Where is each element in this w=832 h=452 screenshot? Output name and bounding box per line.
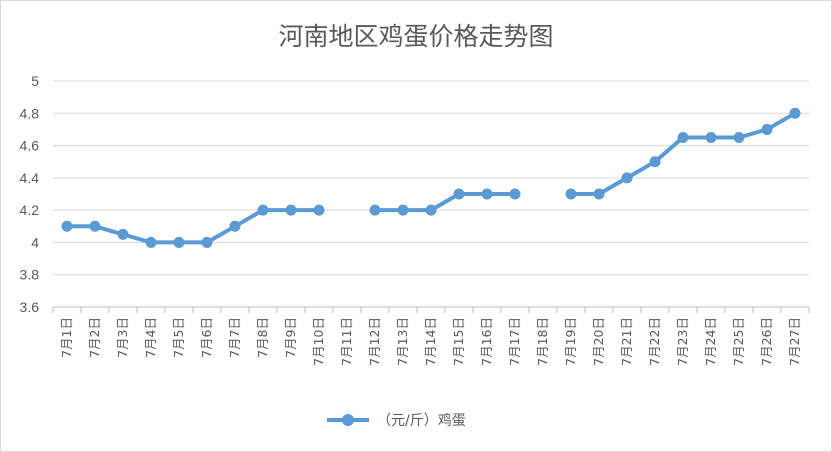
- data-point: [621, 172, 633, 184]
- x-tick-label: 7月6日: [199, 317, 214, 358]
- x-tick-label: 7月12日: [367, 317, 382, 366]
- data-point: [733, 132, 745, 143]
- data-point: [145, 236, 157, 248]
- x-tick-label: 7月14日: [423, 317, 438, 366]
- x-tick-label: 7月7日: [227, 317, 242, 358]
- data-point: [285, 204, 297, 216]
- x-tick-label: 7月13日: [395, 317, 410, 366]
- x-tick-label: 7月18日: [535, 317, 550, 366]
- y-tick-label: 4.2: [20, 202, 40, 218]
- x-tick-label: 7月16日: [479, 317, 494, 366]
- grid-lines: [53, 80, 809, 276]
- x-tick-label: 7月25日: [731, 317, 746, 366]
- data-point: [397, 204, 409, 216]
- x-tick-label: 7月4日: [143, 317, 158, 358]
- data-point: [565, 188, 577, 200]
- data-point: [173, 236, 185, 248]
- x-tick-label: 7月27日: [787, 317, 802, 366]
- data-point: [117, 228, 129, 240]
- legend-label: （元/斤）鸡蛋: [377, 412, 466, 429]
- y-tick-label: 4.6: [20, 138, 40, 154]
- data-point: [593, 188, 605, 200]
- data-point: [649, 156, 661, 168]
- data-point: [257, 204, 269, 216]
- data-point: [201, 236, 213, 248]
- x-tick-label: 7月26日: [759, 317, 774, 366]
- x-axis: [52, 306, 810, 313]
- legend: （元/斤）鸡蛋: [327, 412, 466, 429]
- data-point: [705, 132, 717, 143]
- chart-title: 河南地区鸡蛋价格走势图: [278, 22, 553, 51]
- legend-marker: [342, 414, 354, 426]
- x-tick-label: 7月24日: [703, 317, 718, 366]
- x-tick-label: 7月3日: [115, 317, 130, 358]
- data-point: [229, 220, 241, 232]
- data-point: [89, 220, 101, 232]
- data-point: [677, 132, 689, 143]
- y-tick-label: 4: [31, 234, 39, 250]
- data-point: [453, 188, 465, 200]
- data-point: [481, 188, 493, 200]
- data-point: [509, 188, 521, 200]
- x-tick-label: 7月19日: [563, 317, 578, 366]
- x-tick-label: 7月5日: [171, 317, 186, 358]
- x-tick-label: 7月15日: [451, 317, 466, 366]
- y-tick-label: 4.4: [20, 170, 40, 186]
- x-tick-label: 7月8日: [255, 317, 270, 358]
- y-tick-label: 3.6: [20, 299, 40, 315]
- y-axis-ticks: 3.6 3.8 4 4.2 4.4 4.6 4.8 5: [20, 73, 40, 315]
- data-point: [369, 204, 381, 216]
- data-point: [61, 220, 73, 232]
- y-tick-label: 5: [31, 73, 39, 89]
- x-tick-label: 7月23日: [675, 317, 690, 366]
- x-tick-label: 7月11日: [339, 317, 354, 366]
- x-tick-label: 7月1日: [59, 317, 74, 358]
- y-tick-label: 3.8: [20, 267, 40, 283]
- data-point: [425, 204, 437, 216]
- data-point: [761, 123, 773, 135]
- x-tick-label: 7月9日: [283, 317, 298, 358]
- x-tick-label: 7月22日: [647, 317, 662, 366]
- x-tick-label: 7月20日: [591, 317, 606, 366]
- x-tick-label: 7月21日: [619, 317, 634, 366]
- x-axis-ticks: 7月1日 7月2日 7月3日 7月4日 7月5日 7月6日 7月7日 7月8日 7月9日 7月10…: [59, 317, 802, 366]
- y-tick-label: 4.8: [20, 105, 40, 121]
- data-point: [789, 107, 801, 119]
- x-tick-label: 7月17日: [507, 317, 522, 366]
- x-tick-label: 7月2日: [87, 317, 102, 358]
- x-tick-label: 7月10日: [311, 317, 326, 366]
- data-point: [313, 204, 325, 216]
- series-eggs: [61, 107, 801, 248]
